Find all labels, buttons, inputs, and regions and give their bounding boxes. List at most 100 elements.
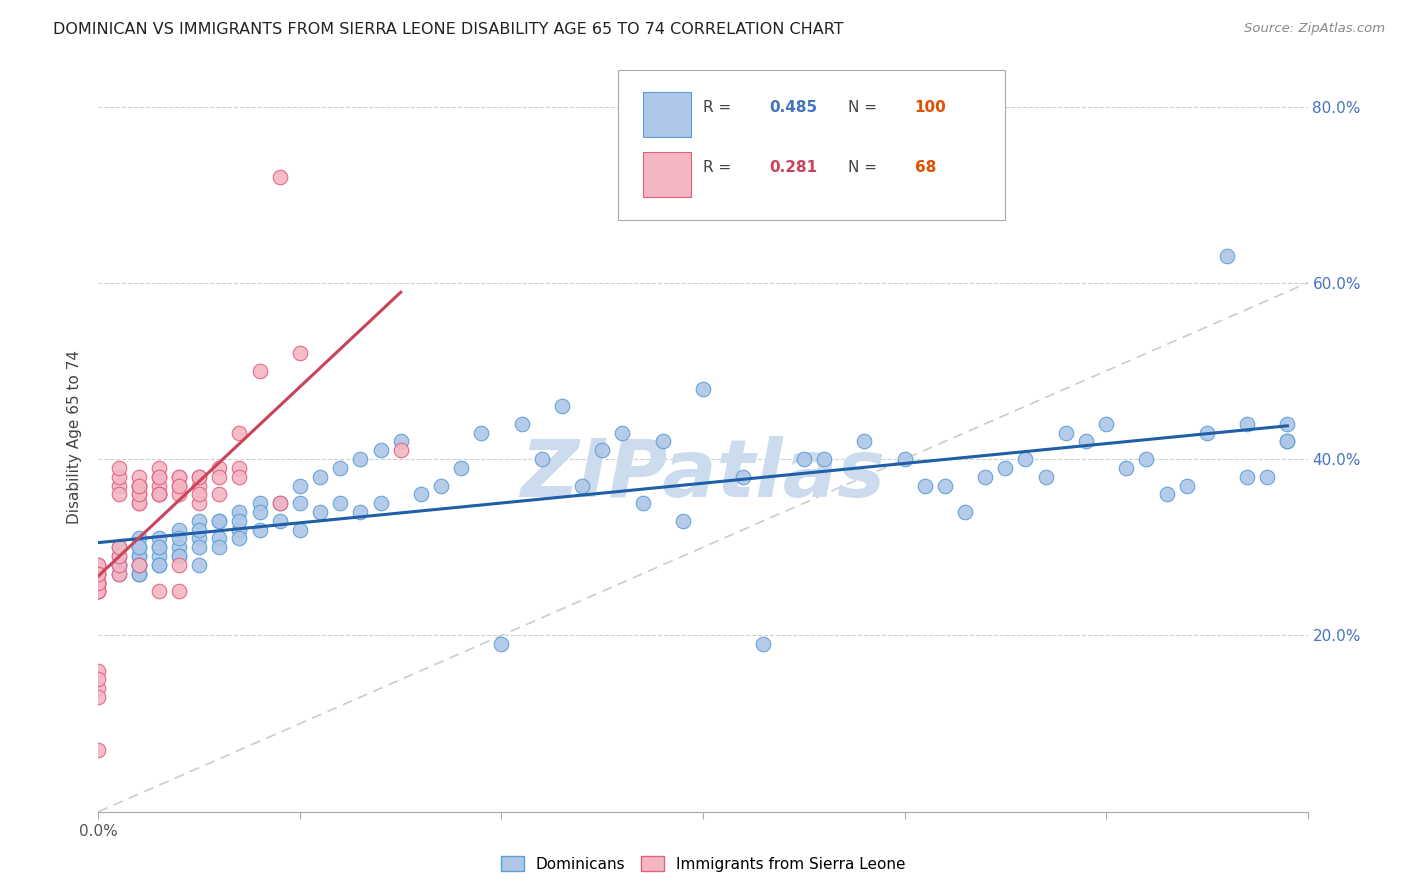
Point <box>87 566 110 581</box>
Point <box>934 478 956 492</box>
Point <box>208 514 231 528</box>
Text: R =: R = <box>703 100 737 115</box>
Point <box>1074 434 1097 449</box>
Point <box>1014 452 1036 467</box>
Point <box>370 496 392 510</box>
Point <box>167 549 190 563</box>
Point <box>148 532 170 546</box>
Point <box>148 487 170 501</box>
Point <box>510 417 533 431</box>
Point <box>1135 452 1157 467</box>
Point <box>148 541 170 555</box>
Point <box>309 469 332 483</box>
Point <box>249 505 271 519</box>
Text: Source: ZipAtlas.com: Source: ZipAtlas.com <box>1244 22 1385 36</box>
Point <box>269 169 291 184</box>
Point <box>148 469 170 483</box>
Point <box>167 584 190 599</box>
Point <box>188 523 211 537</box>
Point <box>208 532 231 546</box>
Point <box>571 478 593 492</box>
Point <box>148 558 170 572</box>
Point <box>249 364 271 378</box>
Point <box>128 566 150 581</box>
Text: R =: R = <box>703 160 737 175</box>
Point <box>349 505 371 519</box>
Point <box>733 469 755 483</box>
Point <box>409 487 432 501</box>
Point <box>188 532 211 546</box>
Point <box>188 487 211 501</box>
Point <box>128 496 150 510</box>
Text: DOMINICAN VS IMMIGRANTS FROM SIERRA LEONE DISABILITY AGE 65 TO 74 CORRELATION CH: DOMINICAN VS IMMIGRANTS FROM SIERRA LEON… <box>53 22 844 37</box>
Text: ZIPatlas: ZIPatlas <box>520 435 886 514</box>
Point <box>148 469 170 483</box>
Point <box>128 558 150 572</box>
Point <box>87 575 110 590</box>
Point <box>107 461 129 475</box>
Point <box>329 461 352 475</box>
Point <box>1156 487 1178 501</box>
Point <box>148 549 170 563</box>
Point <box>188 478 211 492</box>
Point <box>167 532 190 546</box>
Point <box>651 434 673 449</box>
Point <box>167 478 190 492</box>
Point <box>128 566 150 581</box>
Point <box>188 514 211 528</box>
Point <box>994 461 1017 475</box>
Text: 68: 68 <box>915 160 936 175</box>
Text: 0.281: 0.281 <box>769 160 818 175</box>
Point <box>87 664 110 678</box>
Point <box>107 541 129 555</box>
Point <box>893 452 915 467</box>
Point <box>87 575 110 590</box>
Point <box>208 514 231 528</box>
Point <box>914 478 936 492</box>
Text: N =: N = <box>848 160 882 175</box>
Point <box>329 496 352 510</box>
Point <box>228 523 250 537</box>
Point <box>128 566 150 581</box>
Point <box>87 743 110 757</box>
Point <box>107 541 129 555</box>
Point <box>128 558 150 572</box>
Point <box>167 487 190 501</box>
Point <box>128 469 150 483</box>
Point <box>148 487 170 501</box>
Point <box>1277 417 1299 431</box>
Point <box>148 478 170 492</box>
Point <box>87 584 110 599</box>
Point <box>128 496 150 510</box>
Point <box>288 496 311 510</box>
Point <box>228 425 250 440</box>
Point <box>389 434 412 449</box>
Legend: Dominicans, Immigrants from Sierra Leone: Dominicans, Immigrants from Sierra Leone <box>501 855 905 871</box>
FancyBboxPatch shape <box>619 70 1005 219</box>
Point <box>953 505 976 519</box>
Point <box>228 469 250 483</box>
Point <box>107 549 129 563</box>
Point <box>288 346 311 360</box>
Point <box>370 443 392 458</box>
Point <box>208 469 231 483</box>
Point <box>1054 425 1077 440</box>
Point <box>228 514 250 528</box>
Point <box>128 487 150 501</box>
Point <box>188 541 211 555</box>
Point <box>107 558 129 572</box>
Point <box>128 549 150 563</box>
Point <box>128 478 150 492</box>
Point <box>107 487 129 501</box>
Point <box>530 452 553 467</box>
Point <box>167 478 190 492</box>
Point <box>87 566 110 581</box>
Point <box>107 566 129 581</box>
Point <box>1115 461 1137 475</box>
Point <box>1095 417 1118 431</box>
Point <box>612 425 634 440</box>
Point <box>813 452 835 467</box>
Point <box>1175 478 1198 492</box>
Point <box>148 558 170 572</box>
Point <box>228 461 250 475</box>
